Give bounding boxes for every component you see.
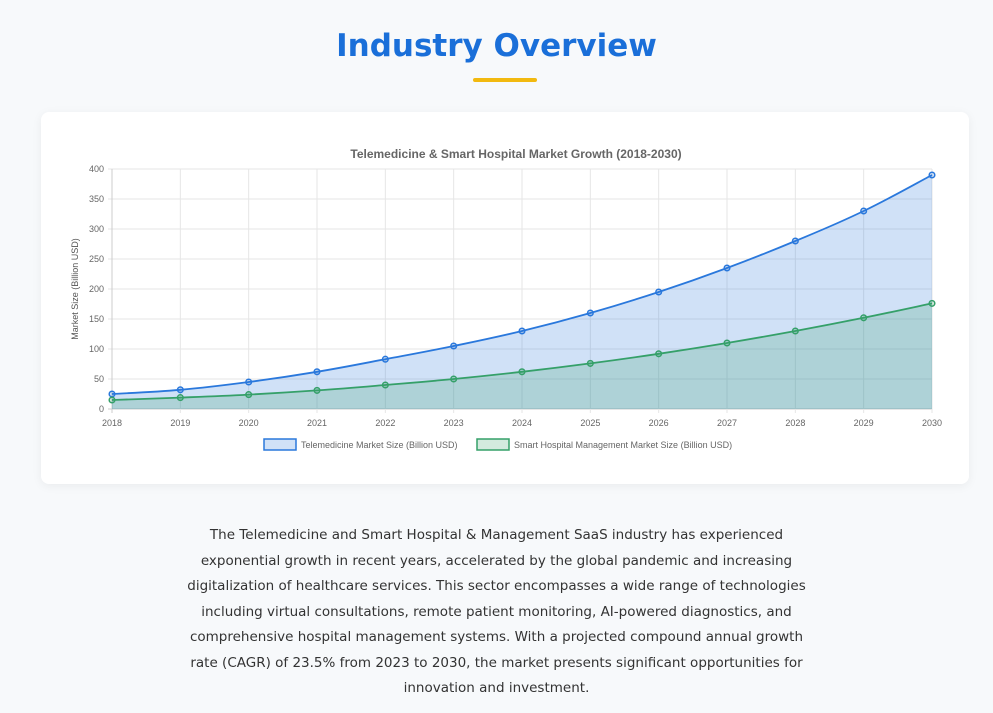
data-point xyxy=(518,368,526,376)
data-point xyxy=(586,309,594,317)
data-point xyxy=(655,350,663,358)
x-tick-label: 2024 xyxy=(512,418,532,428)
x-tick-label: 2028 xyxy=(785,418,805,428)
data-point xyxy=(245,378,253,386)
data-point xyxy=(245,391,253,399)
data-point xyxy=(176,394,184,402)
market-growth-chart: Telemedicine & Smart Hospital Market Gro… xyxy=(70,147,942,451)
x-tick-label: 2027 xyxy=(717,418,737,428)
y-axis-label: Market Size (Billion USD) xyxy=(70,238,80,340)
data-point xyxy=(450,342,458,350)
x-tick-label: 2018 xyxy=(102,418,122,428)
y-tick-label: 250 xyxy=(89,254,104,264)
x-tick-label: 2029 xyxy=(854,418,874,428)
data-point xyxy=(176,386,184,394)
chart-title: Telemedicine & Smart Hospital Market Gro… xyxy=(350,147,681,161)
data-point xyxy=(723,339,731,347)
x-tick-label: 2030 xyxy=(922,418,942,428)
x-tick-label: 2026 xyxy=(649,418,669,428)
page-title: Industry Overview xyxy=(336,28,657,64)
y-tick-label: 300 xyxy=(89,224,104,234)
title-underline xyxy=(473,78,537,82)
data-point xyxy=(108,396,116,404)
data-point xyxy=(381,355,389,363)
data-point xyxy=(313,386,321,394)
y-tick-label: 400 xyxy=(89,164,104,174)
overview-paragraph: The Telemedicine and Smart Hospital & Ma… xyxy=(187,527,806,696)
data-point xyxy=(860,314,868,322)
x-tick-label: 2020 xyxy=(239,418,259,428)
x-tick-label: 2022 xyxy=(375,418,395,428)
legend-swatch-0 xyxy=(263,438,297,451)
y-tick-label: 150 xyxy=(89,314,104,324)
legend-swatch-1 xyxy=(476,438,510,451)
x-tick-label: 2019 xyxy=(170,418,190,428)
series-line-0 xyxy=(111,174,933,395)
data-point xyxy=(586,359,594,367)
x-tick-label: 2023 xyxy=(444,418,464,428)
data-point xyxy=(791,237,799,245)
data-point xyxy=(655,288,663,296)
series-area-1 xyxy=(112,303,932,409)
data-point xyxy=(860,207,868,215)
x-tick-label: 2021 xyxy=(307,418,327,428)
data-point xyxy=(313,368,321,376)
x-tick-label: 2025 xyxy=(580,418,600,428)
legend-label-0: Telemedicine Market Size (Billion USD) xyxy=(301,440,458,450)
data-point xyxy=(381,381,389,389)
data-point xyxy=(791,327,799,335)
y-tick-label: 200 xyxy=(89,284,104,294)
data-point xyxy=(108,390,116,398)
y-tick-label: 350 xyxy=(89,194,104,204)
series-area-0 xyxy=(112,175,932,409)
series-line-1 xyxy=(111,302,933,401)
y-tick-label: 0 xyxy=(99,404,104,414)
data-point xyxy=(518,327,526,335)
y-tick-label: 100 xyxy=(89,344,104,354)
data-point xyxy=(450,375,458,383)
y-tick-label: 50 xyxy=(94,374,104,384)
data-point xyxy=(723,264,731,272)
data-point xyxy=(928,299,936,307)
legend-label-1: Smart Hospital Management Market Size (B… xyxy=(514,440,732,450)
data-point xyxy=(928,171,936,179)
chart-card xyxy=(41,112,969,484)
